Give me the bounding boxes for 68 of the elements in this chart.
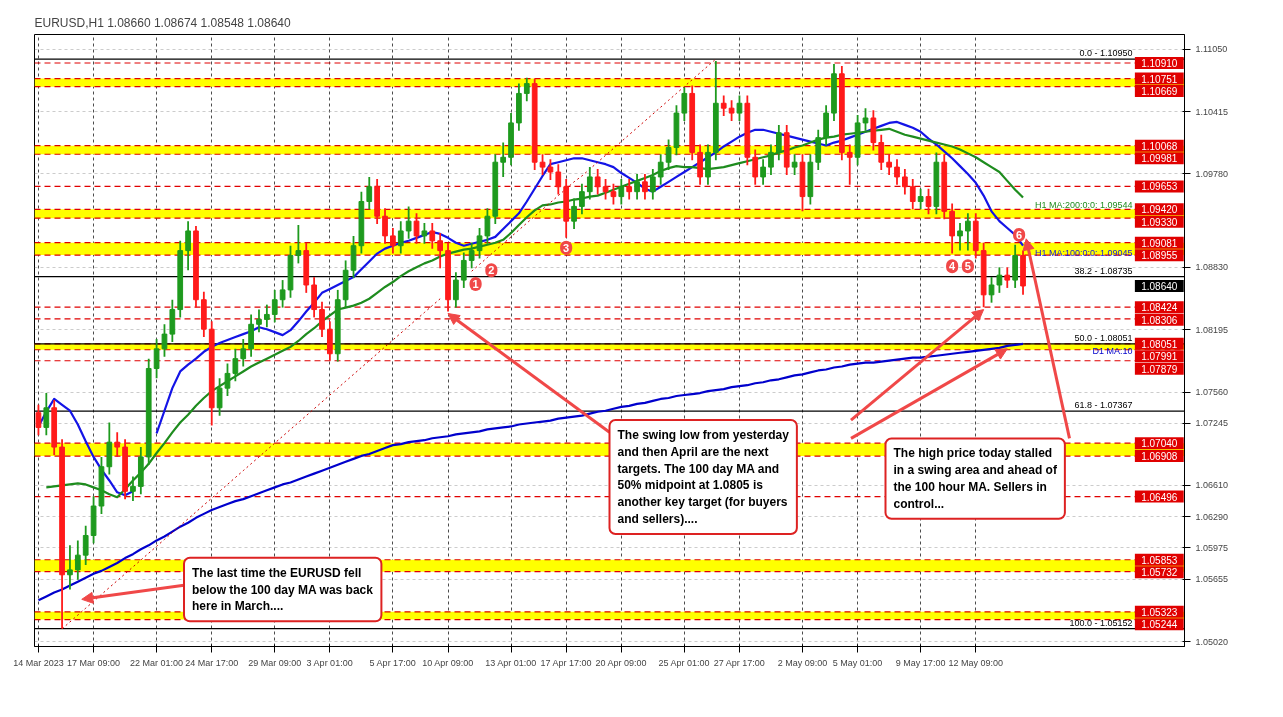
ref-line-label: 1.09081 xyxy=(1141,237,1178,249)
y-tick-label: 1.08195 xyxy=(1195,324,1229,335)
annotation: 5 xyxy=(964,260,971,273)
ref-line-label: 1.08955 xyxy=(1141,250,1178,262)
annotation: 1 xyxy=(472,278,479,291)
ref-line-label: 1.10669 xyxy=(1141,86,1178,98)
annotation: 0.0 - 1.10950 xyxy=(1079,48,1133,59)
x-tick-label: 5 Apr 17:00 xyxy=(369,657,416,668)
ref-line-label: 1.06908 xyxy=(1141,451,1178,463)
x-tick-label: 2 May 09:00 xyxy=(777,657,828,668)
x-tick-label: 17 Mar 09:00 xyxy=(67,657,121,668)
ref-line-label: 1.10751 xyxy=(1141,73,1178,85)
ref-line-label: 1.09420 xyxy=(1141,204,1178,216)
ref-line-label: 1.07040 xyxy=(1141,438,1178,450)
series-label: H1 MA:200:0:0: 1.09544 xyxy=(1034,199,1133,210)
y-tick-label: 1.07560 xyxy=(1195,387,1229,398)
ref-line-label: 1.08051 xyxy=(1141,338,1178,350)
ref-line-label: 1.07991 xyxy=(1141,351,1178,363)
ref-line-label: 1.10068 xyxy=(1141,140,1178,152)
x-tick-label: 27 Apr 17:00 xyxy=(713,657,765,668)
ref-line-label: 1.05853 xyxy=(1141,554,1178,566)
annotation: 4 xyxy=(949,260,957,273)
x-tick-label: 22 Mar 01:00 xyxy=(130,657,184,668)
ref-line-label: 1.09981 xyxy=(1141,153,1178,165)
annotation: The last time the EURUSD fell below the 100 day MA was back here in March.... xyxy=(192,565,374,614)
x-tick-label: 5 May 01:00 xyxy=(832,657,883,668)
x-tick-label: 10 Apr 09:00 xyxy=(422,657,474,668)
annotation: 3 xyxy=(563,241,570,254)
annotation: 6 xyxy=(1016,228,1023,241)
y-tick-label: 1.07245 xyxy=(1195,418,1229,429)
ref-line-label: 1.08424 xyxy=(1141,302,1178,314)
annotation: 2 xyxy=(488,264,495,277)
ref-line-label: 1.06496 xyxy=(1141,491,1178,503)
ref-line-label: 1.05732 xyxy=(1141,567,1178,579)
x-tick-label: 9 May 17:00 xyxy=(895,657,946,668)
x-tick-label: 24 Mar 17:00 xyxy=(185,657,239,668)
x-tick-label: 29 Mar 09:00 xyxy=(248,657,302,668)
y-tick-label: 1.05020 xyxy=(1195,636,1229,647)
ref-line-label: 1.05323 xyxy=(1141,606,1178,618)
x-tick-label: 3 Apr 01:00 xyxy=(306,657,353,668)
ref-line-label: 1.10910 xyxy=(1141,57,1178,69)
x-tick-label: 12 May 09:00 xyxy=(948,657,1004,668)
ref-line-label: 1.09653 xyxy=(1141,181,1178,193)
annotation: 50.0 - 1.08051 xyxy=(1074,332,1133,343)
x-tick-label: 14 Mar 2023 xyxy=(13,657,64,668)
y-tick-label: 1.09780 xyxy=(1195,168,1229,179)
annotation: 100.0 - 1.05152 xyxy=(1069,617,1133,628)
y-tick-label: 1.11050 xyxy=(1195,44,1228,55)
y-tick-label: 1.10415 xyxy=(1195,106,1229,117)
y-tick-label: 1.05655 xyxy=(1195,574,1229,585)
ref-line-label: 1.08306 xyxy=(1141,314,1178,326)
x-tick-label: 20 Apr 09:00 xyxy=(595,657,647,668)
chart-title: EURUSD,H1 1.08660 1.08674 1.08548 1.08640 xyxy=(34,15,292,30)
y-tick-label: 1.06610 xyxy=(1195,480,1229,491)
annotation: 38.2 - 1.08735 xyxy=(1074,265,1133,276)
annotation: The swing low from yesterday and then April are the next targets. The 100 day MA and 50% midpoint at 1.0805 is another key target (for buyers and sellers).... xyxy=(617,428,790,527)
x-tick-label: 13 Apr 01:00 xyxy=(485,657,537,668)
ref-line-label: 1.09330 xyxy=(1141,216,1178,228)
text: 1.08640 xyxy=(1141,280,1178,292)
annotation: 61.8 - 1.07367 xyxy=(1074,400,1133,411)
ref-line-label: 1.07879 xyxy=(1141,363,1178,375)
ref-line-label: 1.05244 xyxy=(1141,619,1178,631)
annotation: The high price today stalled in a swing area and ahead of the 100 hour MA. Sellers in control... xyxy=(893,446,1058,511)
y-tick-label: 1.05975 xyxy=(1195,542,1229,553)
x-tick-label: 25 Apr 01:00 xyxy=(658,657,710,668)
y-tick-label: 1.06290 xyxy=(1195,511,1229,522)
y-tick-label: 1.08830 xyxy=(1195,262,1229,273)
x-tick-label: 17 Apr 17:00 xyxy=(540,657,592,668)
